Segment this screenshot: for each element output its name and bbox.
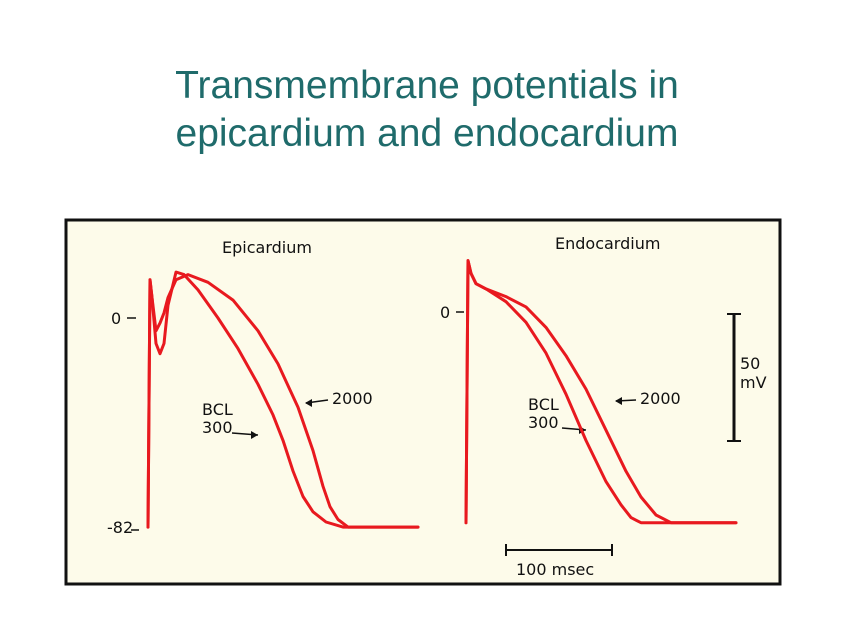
- endocardium-300-label: 300: [528, 413, 559, 432]
- epicardium-title: Epicardium: [222, 238, 312, 257]
- epicardium-trace-bcl-300: [146, 270, 420, 529]
- epicardium-300-label: 300: [202, 418, 233, 437]
- endocardium-title: Endocardium: [555, 234, 660, 253]
- epicardium-2000-arrowhead: [305, 399, 312, 407]
- epicardium-2000-label: 2000: [332, 389, 373, 408]
- epicardium-trace-bcl-2000: [146, 273, 420, 529]
- slide-title-line-2: epicardium and endocardium: [175, 112, 679, 155]
- voltage-scale-value: 50: [740, 354, 760, 373]
- voltage-scale-unit: mV: [740, 373, 767, 392]
- epicardium-tick-minus82: -82: [107, 518, 133, 537]
- endocardium-2000-label: 2000: [640, 389, 681, 408]
- endocardium-2000-arrowhead: [615, 397, 622, 405]
- trace-layer: [146, 259, 738, 529]
- epicardium-300-arrowhead: [251, 431, 258, 439]
- endocardium-trace-bcl-2000: [464, 259, 738, 525]
- slide-title-line-1: Transmembrane potentials in: [175, 64, 679, 107]
- epicardium-bcl-label: BCL: [202, 400, 233, 419]
- endocardium-tick-zero: 0: [440, 303, 450, 322]
- endocardium-bcl-label: BCL: [528, 395, 559, 414]
- epicardium-tick-zero: 0: [111, 309, 121, 328]
- time-scale-label: 100 msec: [516, 560, 594, 579]
- slide-title: Transmembrane potentials in epicardium a…: [0, 62, 854, 158]
